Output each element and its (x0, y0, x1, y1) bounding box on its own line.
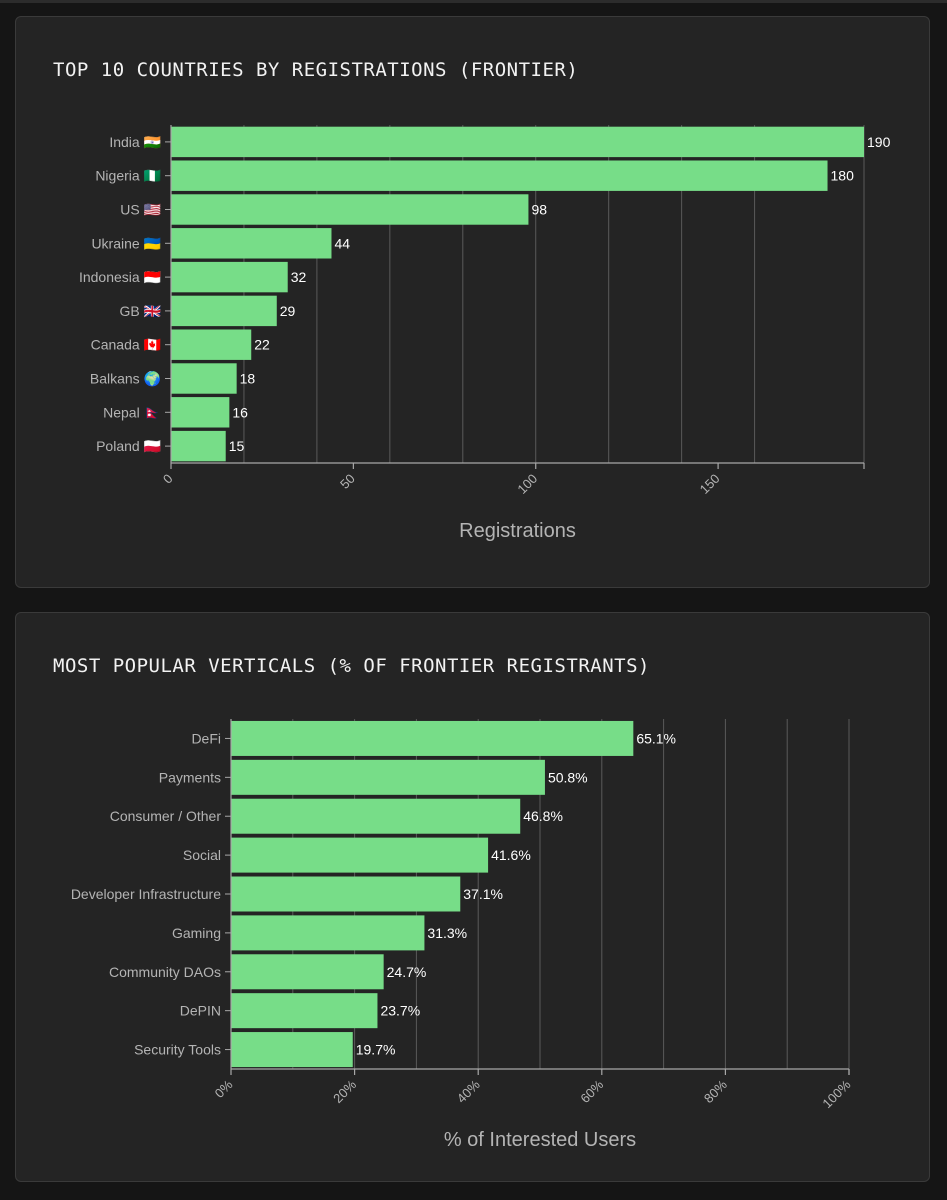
bar (171, 160, 828, 191)
category-label: Payments (159, 769, 221, 785)
category-label: Gaming (172, 925, 221, 941)
x-tick-label: 0 (160, 471, 176, 487)
category-label: Nepal 🇳🇵 (103, 404, 161, 420)
category-label: India 🇮🇳 (109, 134, 161, 150)
value-label: 50.8% (548, 769, 588, 785)
value-label: 180 (831, 168, 855, 184)
countries-chart-title: TOP 10 COUNTRIES BY REGISTRATIONS (FRONT… (53, 59, 579, 81)
category-label: Poland 🇵🇱 (96, 438, 161, 454)
value-label: 18 (240, 371, 256, 387)
value-label: 98 (531, 202, 547, 218)
bar (231, 837, 489, 873)
x-tick-label: 100 (514, 471, 540, 497)
verticals-chart-title: MOST POPULAR VERTICALS (% OF FRONTIER RE… (53, 655, 650, 677)
category-label: Developer Infrastructure (71, 886, 221, 902)
bar (171, 228, 332, 259)
category-label: Balkans 🌍 (90, 371, 161, 388)
bar (231, 954, 384, 990)
x-axis-title: % of Interested Users (444, 1129, 636, 1151)
category-label: DePIN (180, 1003, 221, 1019)
verticals-bar-chart: DeFi 65.1% Payments 50.8% Consumer / Other 46… (71, 719, 854, 1151)
value-label: 22 (254, 337, 270, 353)
value-label: 16 (232, 404, 248, 420)
category-label: Ukraine 🇺🇦 (91, 235, 161, 251)
bar (171, 295, 277, 327)
bar (171, 194, 529, 225)
category-label: Consumer / Other (110, 808, 222, 824)
category-label: DeFi (191, 730, 221, 746)
x-tick-label: 80% (701, 1077, 730, 1106)
value-label: 19.7% (356, 1042, 396, 1058)
category-label: Canada 🇨🇦 (91, 337, 162, 353)
top-edge (0, 0, 947, 3)
x-tick-label: 0% (212, 1077, 236, 1101)
bar (171, 261, 288, 293)
countries-chart-card: TOP 10 COUNTRIES BY REGISTRATIONS (FRONT… (15, 16, 930, 588)
value-label: 41.6% (491, 847, 531, 863)
value-label: 24.7% (387, 964, 427, 980)
category-label: Social (183, 847, 221, 863)
bar (171, 363, 237, 394)
bar (231, 798, 521, 834)
value-label: 31.3% (427, 925, 467, 941)
x-tick-label: 20% (330, 1077, 359, 1106)
value-label: 32 (291, 269, 307, 285)
x-tick-label: 60% (577, 1077, 606, 1106)
value-label: 190 (867, 134, 891, 150)
bar (231, 993, 378, 1029)
value-label: 37.1% (463, 886, 503, 902)
bar (171, 397, 230, 428)
bar (231, 1032, 353, 1068)
x-tick-label: 150 (697, 471, 723, 497)
value-label: 29 (280, 303, 296, 319)
x-tick-label: 50 (337, 471, 358, 492)
value-label: 44 (334, 235, 350, 251)
bar (171, 430, 226, 462)
value-label: 15 (229, 438, 245, 454)
category-label: Indonesia 🇮🇩 (79, 269, 162, 285)
value-label: 46.8% (523, 808, 563, 824)
x-tick-label: 40% (454, 1077, 483, 1106)
category-label: US 🇺🇸 (120, 202, 161, 218)
category-label: Community DAOs (109, 964, 221, 980)
bar (231, 876, 461, 912)
category-label: Security Tools (134, 1042, 221, 1058)
bar (231, 759, 545, 795)
x-axis-title: Registrations (459, 520, 576, 542)
category-label: GB 🇬🇧 (119, 303, 161, 319)
value-label: 23.7% (380, 1003, 420, 1019)
category-label: Nigeria 🇳🇬 (95, 168, 161, 184)
x-tick-label: 100% (819, 1077, 853, 1111)
bar (171, 329, 252, 360)
bar (231, 720, 634, 756)
value-label: 65.1% (636, 730, 676, 746)
bar (231, 915, 425, 951)
verticals-chart-card: MOST POPULAR VERTICALS (% OF FRONTIER RE… (15, 612, 930, 1182)
bar (171, 126, 864, 158)
